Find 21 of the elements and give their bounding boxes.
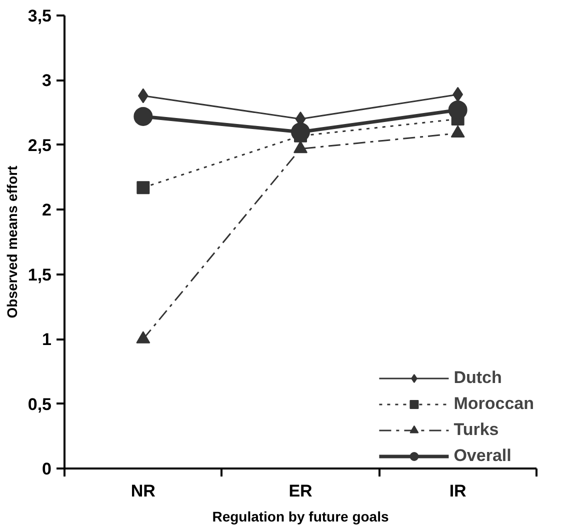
x-tick-label: NR (130, 482, 156, 500)
y-tick-label: 1,5 (28, 265, 52, 284)
x-axis-title: Regulation by future goals (212, 508, 389, 524)
y-tick-label: 3,5 (28, 6, 52, 26)
point (448, 100, 468, 120)
y-tick-label: 2,5 (28, 136, 52, 155)
y-axis-title: Observed means effort (4, 165, 20, 318)
y-tick-label: 3 (42, 71, 52, 90)
legend-label: Dutch (454, 368, 502, 388)
y-tick-label: 0 (42, 460, 52, 478)
point (136, 181, 150, 194)
legend-label: Overall (454, 446, 512, 466)
x-tick-label: ER (288, 482, 312, 500)
legend-label: Moroccan (454, 394, 534, 414)
y-tick-label: 0,5 (28, 394, 52, 414)
y-tick-label: 1 (42, 330, 52, 350)
legend-label: Turks (454, 420, 499, 440)
point (136, 331, 150, 344)
x-tick-label: IR (449, 482, 466, 500)
point (134, 106, 153, 126)
y-tick-label: 2 (42, 200, 52, 220)
